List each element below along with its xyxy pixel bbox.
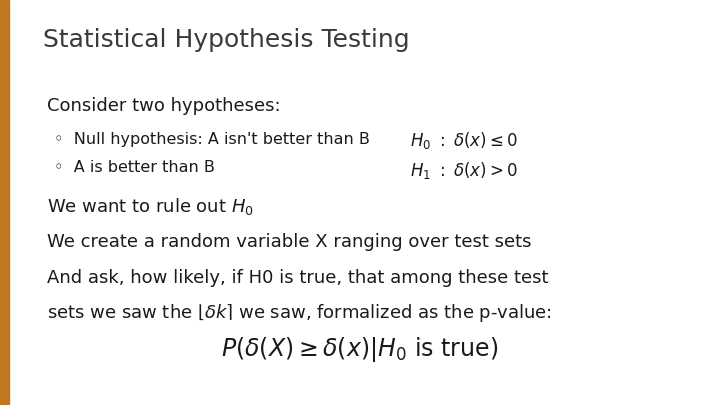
Text: Statistical Hypothesis Testing: Statistical Hypothesis Testing bbox=[43, 28, 410, 52]
Text: $H_1\ :\ \delta(x) > 0$: $H_1\ :\ \delta(x) > 0$ bbox=[410, 160, 518, 181]
Bar bbox=[0, 0, 9, 405]
Text: We create a random variable X ranging over test sets: We create a random variable X ranging ov… bbox=[47, 233, 531, 251]
Text: ◦  Null hypothesis: A isn't better than B: ◦ Null hypothesis: A isn't better than B bbox=[54, 132, 370, 147]
Text: ◦  A is better than B: ◦ A is better than B bbox=[54, 160, 215, 175]
Text: sets we saw the $\lfloor\delta k\rceil$ we saw, formalized as the p-value:: sets we saw the $\lfloor\delta k\rceil$ … bbox=[47, 302, 552, 324]
Text: $H_0\ :\ \delta(x) \leq 0$: $H_0\ :\ \delta(x) \leq 0$ bbox=[410, 130, 518, 151]
Text: Consider two hypotheses:: Consider two hypotheses: bbox=[47, 97, 280, 115]
Text: We want to rule out $H_0$: We want to rule out $H_0$ bbox=[47, 196, 253, 217]
Text: $P(\delta(X) \geq \delta(x)|H_0\ \mathrm{is\ true})$: $P(\delta(X) \geq \delta(x)|H_0\ \mathrm… bbox=[222, 335, 498, 364]
Text: And ask, how likely, if H0 is true, that among these test: And ask, how likely, if H0 is true, that… bbox=[47, 269, 549, 287]
